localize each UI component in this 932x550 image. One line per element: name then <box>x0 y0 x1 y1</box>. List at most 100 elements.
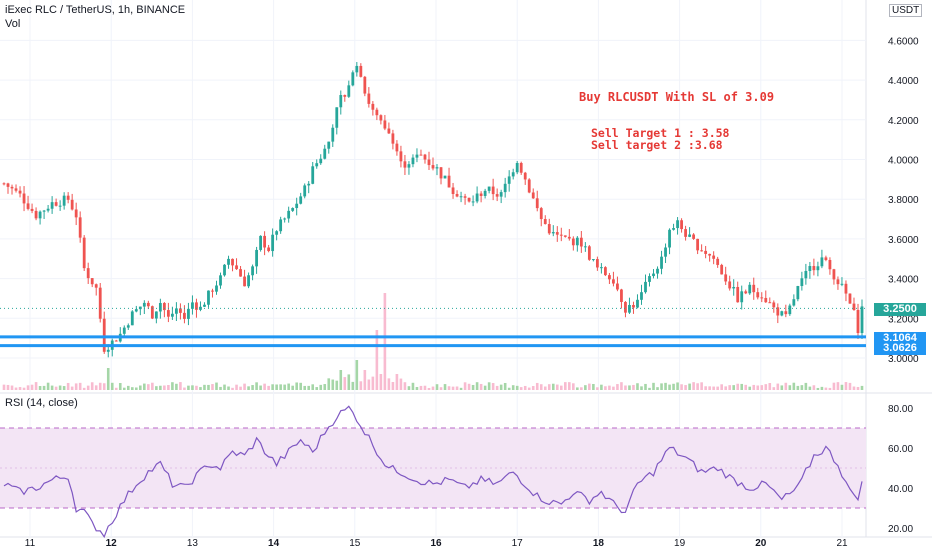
candle-body <box>371 103 375 110</box>
volume-bar <box>291 385 294 390</box>
candle-body <box>114 340 118 342</box>
candle-body <box>235 265 238 270</box>
volume-bar <box>407 386 411 390</box>
volume-bar <box>339 370 343 390</box>
candle-body <box>768 302 772 304</box>
candle-body <box>616 283 619 290</box>
candle-body <box>459 196 463 198</box>
currency-label[interactable]: USDT <box>889 4 923 17</box>
candle-body <box>664 247 667 257</box>
price-tick-label: 4.6000 <box>888 36 919 47</box>
volume-bar <box>479 383 483 390</box>
candle-body <box>435 167 439 169</box>
volume-bar <box>403 382 407 390</box>
candle-body <box>146 302 150 307</box>
candle-body <box>491 186 495 195</box>
candle-body <box>86 268 90 279</box>
candle-body <box>166 310 170 317</box>
volume-bar <box>844 382 848 390</box>
candle-body <box>684 229 687 237</box>
candle-body <box>555 232 559 235</box>
volume-bar <box>223 384 226 390</box>
volume-bar <box>816 387 820 390</box>
volume-bar <box>475 382 479 390</box>
candle-body <box>399 151 403 162</box>
volume-bar <box>447 386 451 390</box>
volume-bar <box>812 385 816 390</box>
volume-bar <box>351 381 355 390</box>
volume-bar <box>780 385 784 390</box>
volume-bar <box>139 385 142 390</box>
time-tick-label: 11 <box>25 538 36 549</box>
volume-bar <box>668 384 671 390</box>
volume-bar <box>580 387 583 390</box>
volume-bar <box>459 387 463 390</box>
volume-bar <box>672 383 675 390</box>
volume-bar <box>836 382 840 390</box>
time-tick-label: 15 <box>349 538 361 549</box>
volume-bar <box>624 385 627 390</box>
candle-body <box>154 311 158 319</box>
candle-body <box>307 183 311 186</box>
volume-bar <box>451 386 455 390</box>
candle-body <box>142 302 146 307</box>
volume-bar <box>251 385 254 390</box>
candle-body <box>319 158 323 164</box>
volume-bar <box>576 387 579 390</box>
volume-bar <box>311 384 315 390</box>
candle-body <box>784 311 788 315</box>
candle-body <box>680 220 683 230</box>
volume-bar <box>732 385 736 390</box>
volume-bar <box>768 383 772 390</box>
candle-body <box>323 148 327 159</box>
volume-bar <box>171 382 174 390</box>
volume-bar <box>752 384 756 390</box>
candle-body <box>832 269 836 280</box>
volume-bar <box>499 384 503 390</box>
candle-body <box>599 267 603 269</box>
volume-bar <box>215 382 218 390</box>
volume-bar <box>10 385 14 390</box>
candle-body <box>150 306 154 319</box>
volume-bar <box>708 386 711 390</box>
candle-body <box>519 162 523 173</box>
volume-bar <box>427 387 431 390</box>
volume-bar <box>600 384 603 390</box>
candle-body <box>62 195 66 206</box>
volume-bar <box>539 384 543 390</box>
candle-body <box>223 264 226 276</box>
volume-bar <box>584 385 587 390</box>
volume-bar <box>163 385 166 390</box>
candle-body <box>844 283 848 294</box>
volume-bar <box>22 387 26 390</box>
volume-bar <box>90 382 94 390</box>
volume-bar <box>507 387 511 390</box>
volume-bar <box>656 387 659 390</box>
volume-bar <box>788 385 792 390</box>
candle-body <box>327 141 331 149</box>
time-tick-label: 21 <box>836 538 848 549</box>
volume-bar <box>399 378 403 390</box>
candle-body <box>66 195 70 200</box>
price-tick-label: 3.8000 <box>888 195 919 206</box>
volume-bar <box>98 382 102 390</box>
candle-body <box>219 275 222 286</box>
candle-body <box>764 297 768 303</box>
candle-body <box>303 185 307 197</box>
volume-bar <box>820 386 824 390</box>
candle-body <box>391 133 395 144</box>
volume-bar <box>255 382 258 390</box>
candle-body <box>343 95 347 97</box>
candle-body <box>535 198 539 209</box>
candle-body <box>447 175 451 188</box>
candle-body <box>636 299 639 308</box>
candle-body <box>183 312 186 319</box>
candle-body <box>732 286 736 289</box>
candle-body <box>612 279 615 284</box>
volume-bar <box>6 384 10 390</box>
volume-bar <box>487 382 491 390</box>
volume-bar <box>235 384 238 390</box>
volume-bar <box>519 387 523 390</box>
candle-body <box>551 232 555 234</box>
volume-bar <box>612 386 615 390</box>
